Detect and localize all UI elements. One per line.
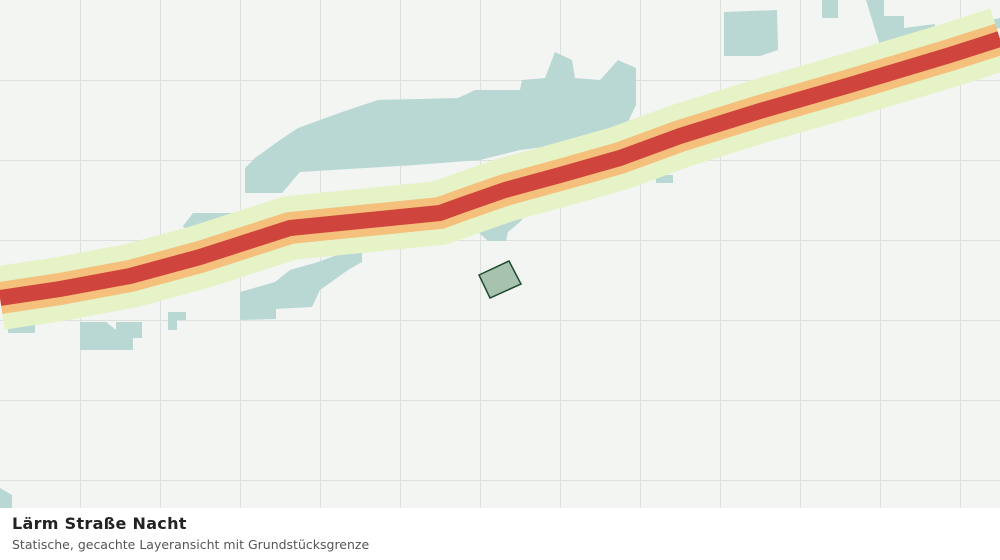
parcel-boundary[interactable] [477, 260, 523, 299]
map-subtitle: Statische, gecachte Layeransicht mit Gru… [12, 537, 370, 552]
map-view [0, 0, 1000, 508]
noise-zone-very-high [0, 31, 1000, 306]
map-caption: Lärm Straße Nacht Statische, gecachte La… [0, 508, 1000, 560]
map-title: Lärm Straße Nacht [12, 514, 187, 533]
